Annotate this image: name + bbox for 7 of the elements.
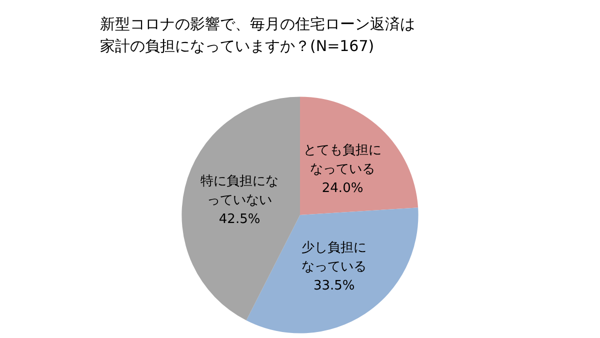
- slice-label: 少し負担になっている: [302, 240, 367, 274]
- data-label: 33.5%: [313, 278, 355, 294]
- chart-title: 新型コロナの影響で、毎月の住宅ローン返済は家計の負担になっていますか？(N=167): [100, 15, 415, 55]
- slice-label: とても負担になっている: [304, 143, 382, 178]
- data-label: 24.0%: [322, 181, 364, 196]
- slice-label: 特に負担になっていない: [200, 174, 279, 208]
- data-label: 42.5%: [218, 212, 260, 227]
